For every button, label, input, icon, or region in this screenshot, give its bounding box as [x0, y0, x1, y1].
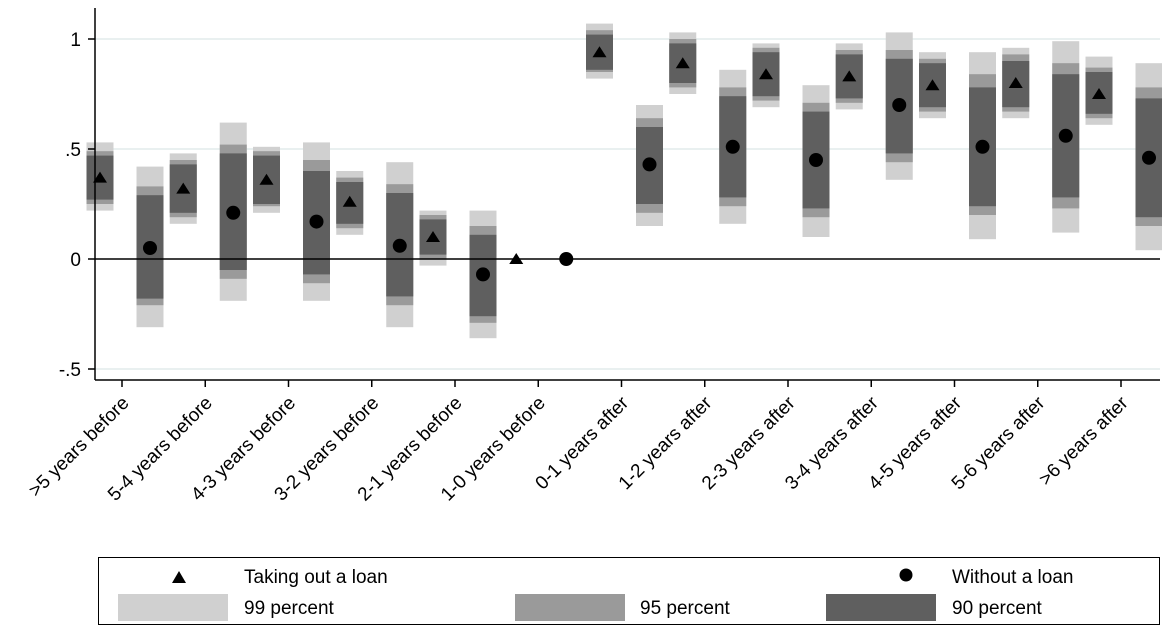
y-tick-label: .5 — [65, 140, 81, 161]
legend-swatch-90 — [826, 594, 936, 621]
circle-marker — [476, 267, 490, 282]
circle-marker — [892, 98, 907, 112]
circle-marker — [975, 139, 990, 154]
circle-marker — [226, 205, 241, 220]
legend-swatch-95 — [515, 594, 625, 621]
circle-marker — [642, 157, 657, 172]
triangle-marker — [592, 46, 607, 58]
legend-circle-marker — [899, 568, 913, 587]
legend-label-taking-loan: Taking out a loan — [244, 567, 388, 588]
triangle-marker — [176, 182, 191, 194]
triangle-marker — [509, 253, 524, 264]
triangle-marker — [342, 195, 357, 207]
circle-marker — [392, 238, 407, 253]
triangle-marker — [759, 68, 773, 80]
legend-triangle-marker — [172, 570, 186, 588]
circle-marker — [143, 241, 157, 255]
circle-marker — [1142, 150, 1156, 165]
y-tick-label: 1 — [70, 30, 81, 51]
circle-marker — [559, 252, 574, 266]
triangle-marker — [925, 79, 940, 91]
legend-label-95: 95 percent — [640, 598, 730, 619]
triangle-marker — [1092, 88, 1106, 99]
y-tick-label: 0 — [70, 250, 81, 271]
circle-marker — [809, 153, 823, 167]
legend-swatch-99 — [118, 594, 228, 621]
triangle-marker — [426, 231, 440, 242]
legend-label-99: 99 percent — [244, 598, 334, 619]
legend-label-90: 90 percent — [952, 598, 1042, 619]
chart-legend: Taking out a loan Without a loan 99 perc… — [98, 557, 1160, 625]
triangle-marker — [259, 173, 274, 185]
axis-layer — [88, 8, 1160, 387]
triangle-marker — [842, 70, 857, 82]
x-tick-label: >6 years after — [1035, 392, 1133, 490]
triangle-marker — [1008, 77, 1023, 88]
point-estimate-markers — [93, 46, 1156, 282]
triangle-marker — [93, 171, 107, 183]
legend-label-without-loan: Without a loan — [952, 567, 1074, 588]
circle-marker — [1058, 128, 1073, 143]
confidence-interval-bars — [86, 23, 1162, 339]
circle-marker — [725, 139, 740, 154]
circle-marker — [309, 214, 324, 229]
triangle-marker — [675, 57, 690, 69]
y-tick-label: -.5 — [59, 360, 81, 381]
